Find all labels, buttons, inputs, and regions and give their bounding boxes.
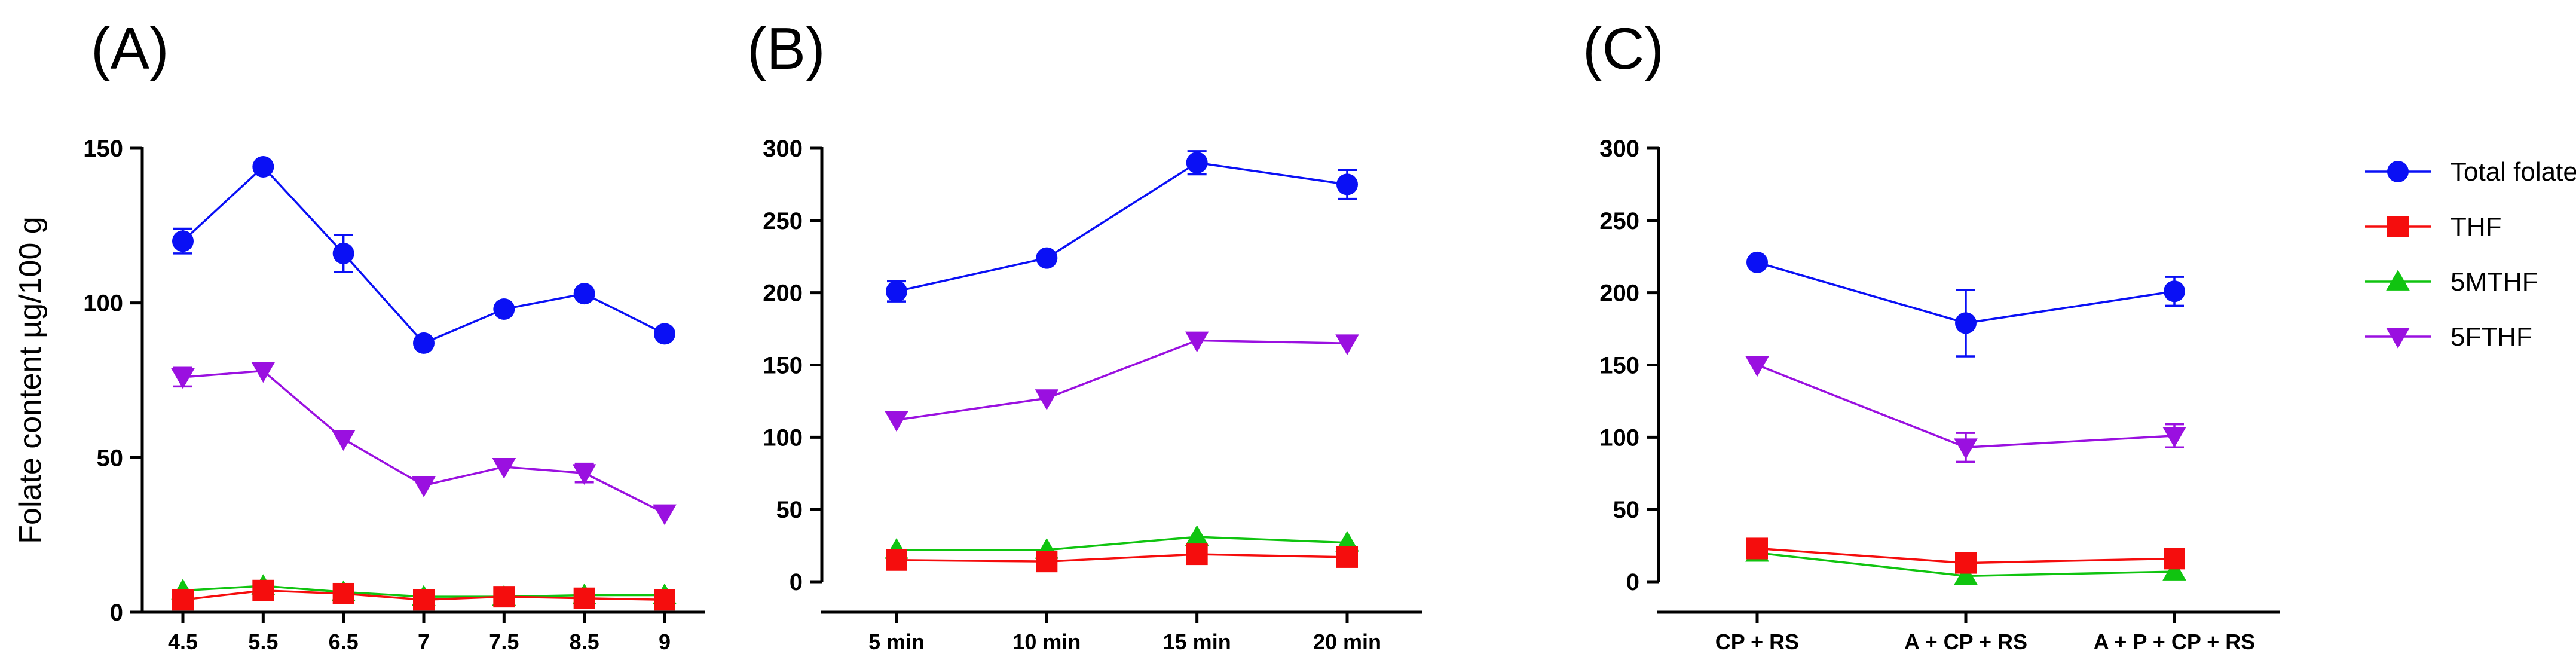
- y-tick-label: 250: [1599, 208, 1639, 234]
- data-point: [493, 586, 515, 608]
- panel-letter: (A): [91, 16, 169, 81]
- data-point: [252, 579, 274, 601]
- data-point: [1036, 247, 1058, 269]
- series-line: [897, 536, 1348, 551]
- data-point: [573, 283, 595, 305]
- data-point: [1186, 543, 1208, 566]
- data-point: [413, 589, 435, 611]
- y-axis-label: Folate content µg/100 g: [13, 216, 48, 543]
- data-point: [331, 430, 356, 451]
- legend: Total folate THF 5MTHF 5FTHF: [2365, 157, 2576, 352]
- x-tick-label: A + CP + RS: [1904, 630, 2027, 654]
- x-tick-label: 9: [659, 630, 671, 654]
- data-point: [412, 476, 436, 497]
- y-tick-label: 50: [97, 445, 124, 471]
- data-point: [654, 589, 675, 611]
- data-point: [1746, 537, 1768, 560]
- data-point: [413, 332, 435, 354]
- data-point: [654, 323, 675, 345]
- data-point: [251, 362, 276, 383]
- data-point: [1746, 251, 1768, 273]
- y-tick-label: 150: [1599, 353, 1639, 379]
- data-point: [332, 582, 354, 604]
- legend-marker: [2386, 328, 2410, 349]
- y-tick-label: 0: [110, 600, 123, 626]
- y-tick-label: 200: [763, 280, 803, 307]
- data-point: [572, 464, 596, 485]
- x-tick-label: 5 min: [868, 630, 925, 654]
- data-point: [2164, 280, 2185, 303]
- x-tick-label: 6.5: [329, 630, 359, 654]
- x-tick-label: 8.5: [570, 630, 599, 654]
- data-point: [886, 549, 907, 571]
- data-point: [172, 589, 194, 611]
- data-point: [171, 368, 195, 389]
- data-point: [1336, 173, 1358, 196]
- legend-label: 5MTHF: [2450, 267, 2538, 297]
- x-tick-label: 10 min: [1012, 630, 1081, 654]
- x-tick-label: 15 min: [1163, 630, 1231, 654]
- x-tick-label: 4.5: [168, 630, 198, 654]
- data-point: [332, 242, 354, 264]
- chart-panel-2: (B) 0 50 100 150 200 250 300 5 min 10 min 15 min 20…: [747, 16, 1422, 654]
- data-point: [1954, 438, 1978, 460]
- data-point: [1745, 356, 1769, 377]
- legend-marker: [2387, 161, 2409, 182]
- data-point: [1185, 525, 1209, 546]
- data-point: [172, 230, 194, 252]
- x-tick-label: 7: [418, 630, 430, 654]
- series-line: [182, 165, 665, 345]
- data-point: [252, 156, 274, 178]
- y-tick-label: 50: [776, 497, 803, 523]
- chart-panel-3: (C) 0 50 100 150 200 250 300 CP + RS A + CP + RS A…: [1583, 16, 2280, 654]
- legend-marker: [2387, 216, 2409, 237]
- data-point: [1336, 546, 1358, 568]
- y-tick-label: 0: [1626, 569, 1639, 595]
- y-tick-label: 150: [83, 136, 123, 162]
- y-tick-label: 0: [790, 569, 803, 595]
- data-point: [1954, 564, 1978, 585]
- data-point: [1186, 152, 1208, 174]
- series-line: [896, 161, 1348, 292]
- data-point: [492, 458, 516, 479]
- data-point: [885, 411, 908, 432]
- y-tick-label: 250: [763, 208, 803, 234]
- panel-letter: (B): [747, 16, 825, 81]
- data-point: [2162, 560, 2186, 581]
- data-point: [653, 504, 677, 526]
- legend-label: THF: [2450, 212, 2502, 242]
- y-tick-label: 300: [1599, 136, 1639, 162]
- y-tick-label: 200: [1599, 280, 1639, 307]
- x-tick-label: A + P + CP + RS: [2094, 630, 2255, 654]
- y-tick-label: 100: [763, 424, 803, 451]
- y-tick-label: 50: [1613, 497, 1640, 523]
- data-point: [1955, 312, 1977, 334]
- data-point: [2162, 427, 2186, 448]
- data-point: [1955, 552, 1977, 574]
- data-point: [493, 298, 515, 320]
- chart-panel-1: (A) Folate content µg/100 g 0 50 100 150 4.5 5.…: [13, 16, 705, 654]
- data-point: [573, 587, 595, 609]
- x-tick-label: 20 min: [1313, 630, 1381, 654]
- data-point: [886, 280, 907, 303]
- legend-marker: [2386, 270, 2410, 291]
- y-tick-label: 100: [83, 291, 123, 317]
- y-tick-label: 100: [1599, 424, 1639, 451]
- data-point: [1335, 334, 1359, 356]
- data-point: [2164, 548, 2185, 570]
- data-point: [1035, 389, 1059, 410]
- y-tick-label: 150: [763, 353, 803, 379]
- panel-letter: (C): [1583, 16, 1664, 81]
- series-line: [896, 553, 1348, 563]
- series-line: [896, 339, 1348, 421]
- x-tick-label: 7.5: [489, 630, 519, 654]
- y-tick-label: 300: [763, 136, 803, 162]
- x-tick-label: CP + RS: [1715, 630, 1799, 654]
- data-point: [1185, 331, 1209, 353]
- x-tick-label: 5.5: [248, 630, 278, 654]
- legend-label: 5FTHF: [2450, 322, 2532, 352]
- data-point: [1036, 551, 1058, 573]
- legend-label: Total folate: [2450, 157, 2576, 187]
